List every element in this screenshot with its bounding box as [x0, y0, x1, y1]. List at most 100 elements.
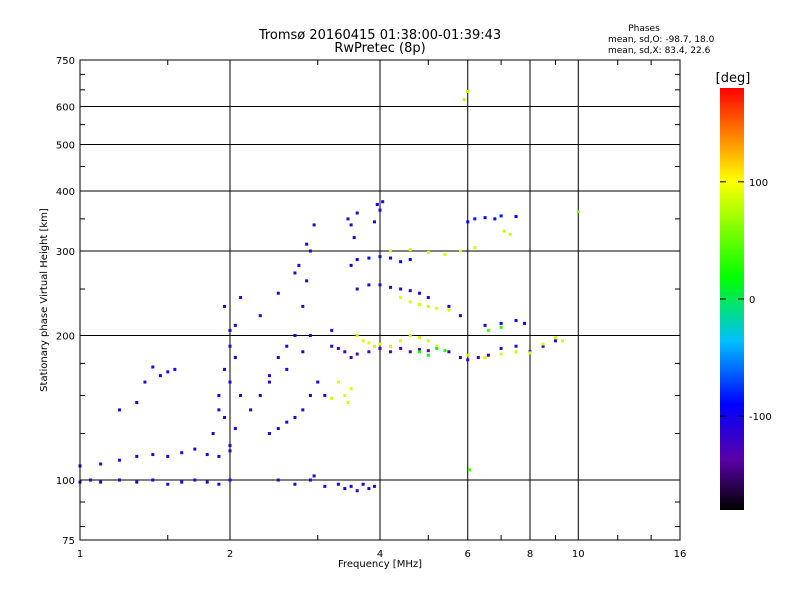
- x-tick-label: 6: [465, 549, 471, 560]
- data-point: [355, 287, 359, 291]
- data-point: [305, 279, 309, 283]
- x-tick-label: 1: [77, 549, 83, 560]
- data-point: [217, 394, 221, 398]
- data-point: [135, 454, 139, 458]
- data-point: [330, 344, 334, 348]
- data-point: [435, 344, 439, 348]
- data-point: [301, 304, 305, 308]
- data-point: [233, 427, 237, 431]
- data-point: [447, 350, 451, 354]
- data-point: [508, 232, 512, 236]
- data-point: [389, 350, 393, 354]
- data-point: [367, 256, 371, 260]
- data-point: [352, 236, 356, 240]
- data-point: [308, 394, 312, 398]
- data-point: [285, 344, 289, 348]
- data-point: [468, 468, 472, 472]
- data-point: [466, 358, 470, 362]
- data-point: [389, 344, 393, 348]
- data-point: [355, 334, 359, 338]
- data-point: [514, 318, 518, 322]
- gridlines: [80, 60, 680, 540]
- data-point: [166, 370, 170, 374]
- phase-stats-heading: Phases: [628, 24, 660, 34]
- chart-subtitle: RwPretec (8p): [334, 41, 425, 56]
- data-point: [561, 339, 565, 343]
- x-axis: 1 2 4 6 8 10 16: [77, 60, 686, 560]
- data-point: [349, 223, 353, 227]
- data-point: [276, 427, 280, 431]
- y-tick-label: 400: [56, 187, 75, 198]
- data-point: [135, 480, 139, 484]
- data-point: [493, 217, 497, 221]
- data-point: [499, 214, 503, 218]
- data-point: [343, 394, 347, 398]
- y-tick-label: 100: [56, 476, 75, 487]
- data-point: [514, 344, 518, 348]
- data-point: [447, 304, 451, 308]
- data-point: [293, 482, 297, 486]
- data-point: [173, 367, 177, 371]
- data-point: [180, 451, 184, 455]
- data-point: [447, 308, 451, 312]
- data-point: [343, 487, 347, 491]
- data-point: [443, 253, 447, 257]
- data-point: [417, 303, 421, 307]
- data-point: [367, 341, 371, 345]
- data-point: [399, 260, 403, 264]
- colorbar-tick-label: 100: [749, 178, 768, 189]
- data-point: [473, 217, 477, 221]
- data-point: [553, 336, 557, 340]
- colorbar-ticks: 100 0 -100: [720, 178, 772, 423]
- data-point: [483, 323, 487, 327]
- data-point: [499, 352, 503, 356]
- data-point: [293, 271, 297, 275]
- x-tick-label: 8: [527, 549, 533, 560]
- data-point: [99, 480, 103, 484]
- data-point: [166, 482, 170, 486]
- data-point: [239, 394, 243, 398]
- data-point: [346, 217, 350, 221]
- x-axis-label: Frequency [MHz]: [338, 559, 422, 570]
- data-point: [408, 300, 412, 304]
- data-point: [466, 353, 470, 357]
- data-point: [228, 444, 232, 448]
- data-point: [205, 480, 209, 484]
- data-point: [408, 350, 412, 354]
- x-tick-label: 2: [227, 549, 233, 560]
- data-point: [408, 248, 412, 252]
- data-point: [285, 367, 289, 371]
- data-point: [417, 291, 421, 295]
- y-tick-label: 300: [56, 247, 75, 258]
- data-point: [158, 374, 162, 378]
- data-point: [367, 487, 371, 491]
- data-point: [375, 202, 379, 206]
- y-axis-label: Stationary phase Virtual Height [km]: [39, 208, 50, 392]
- phase-stats-x: mean, sd,X: 83.4, 22.6: [608, 46, 711, 56]
- data-point: [462, 98, 466, 102]
- data-point: [417, 336, 421, 340]
- data-point: [435, 346, 439, 350]
- data-point: [502, 229, 506, 233]
- data-point: [373, 220, 377, 224]
- data-point: [336, 380, 340, 384]
- data-point: [378, 342, 382, 346]
- data-point: [330, 328, 334, 332]
- data-point: [399, 339, 403, 343]
- data-point: [211, 432, 215, 436]
- data-point: [346, 401, 350, 405]
- data-point: [435, 306, 439, 310]
- data-point: [373, 344, 377, 348]
- data-point: [117, 458, 121, 462]
- data-point: [205, 453, 209, 457]
- data-point: [336, 346, 340, 350]
- data-point: [228, 380, 232, 384]
- data-point: [417, 348, 421, 352]
- data-point: [378, 255, 382, 259]
- data-point: [514, 215, 518, 219]
- data-point: [378, 346, 382, 350]
- data-point: [312, 223, 316, 227]
- data-point: [267, 432, 271, 436]
- data-point: [117, 408, 121, 412]
- data-point: [151, 478, 155, 482]
